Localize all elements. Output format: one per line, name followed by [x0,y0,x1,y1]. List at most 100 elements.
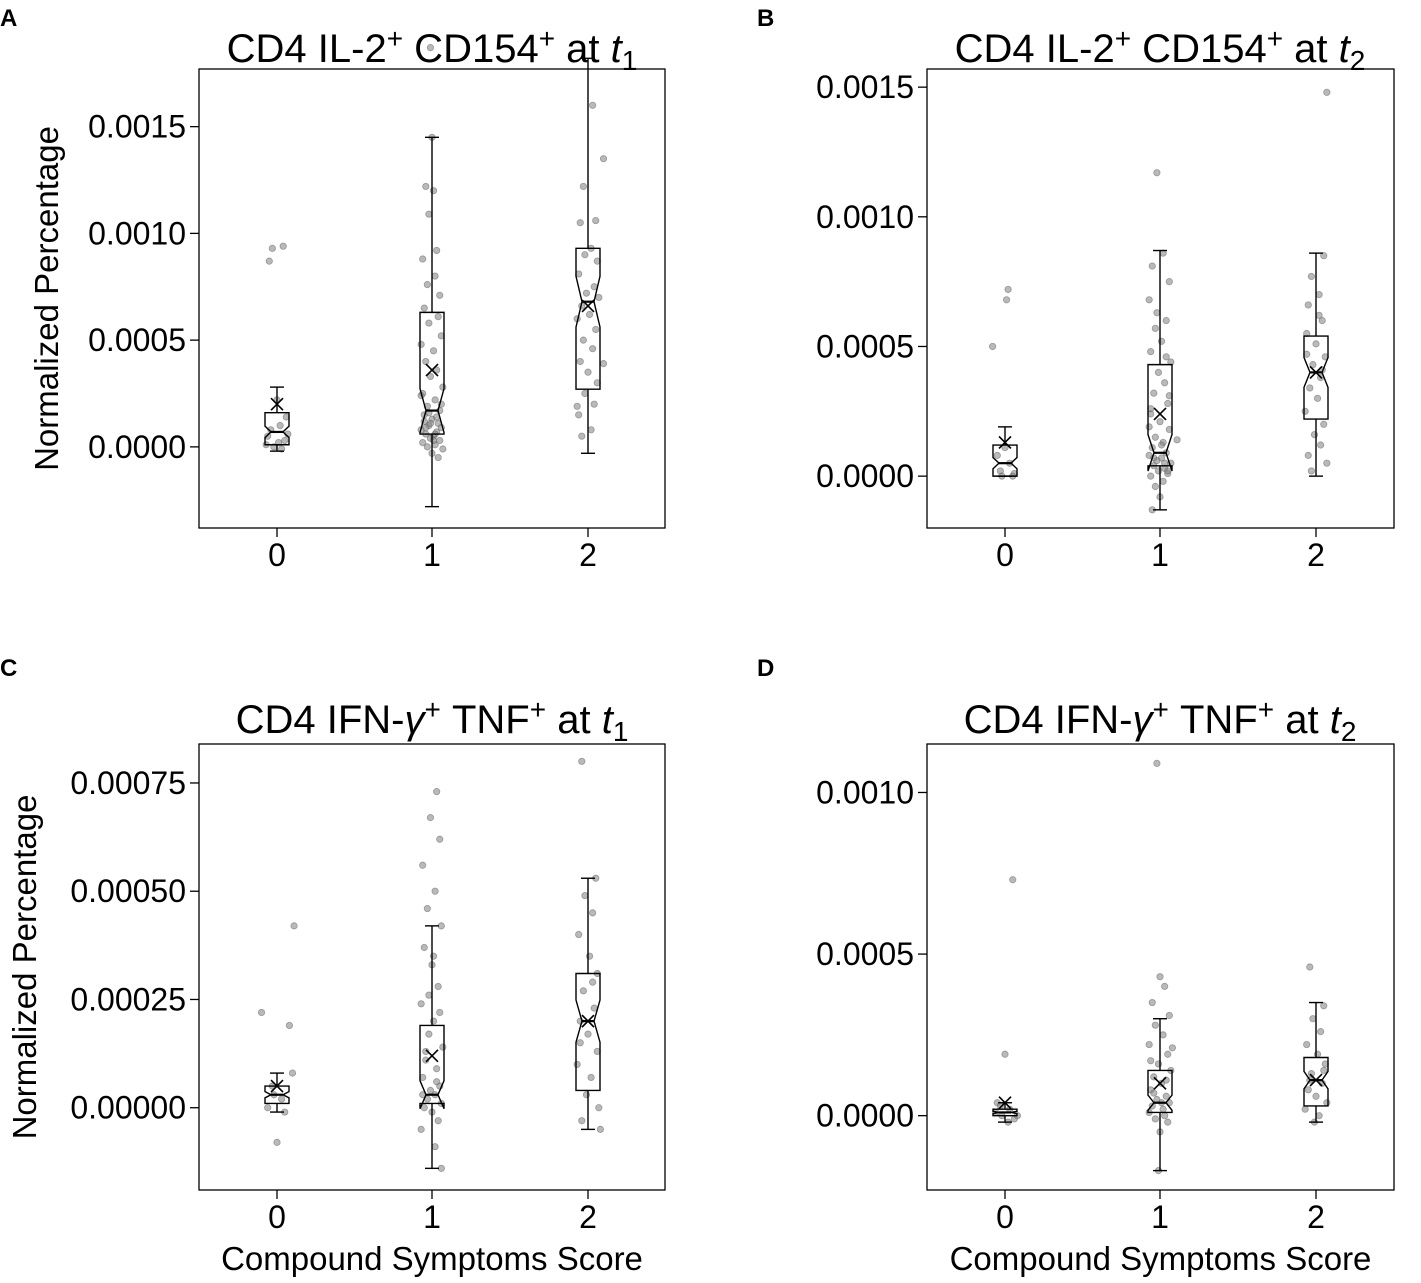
data-point [257,1008,266,1017]
data-point [589,345,597,353]
data-point [590,400,598,408]
y-tick-label: 0.0005 [816,936,914,972]
data-point [1159,477,1167,485]
title-var: t [602,698,615,742]
data-point [1147,472,1155,480]
data-point [1312,340,1320,348]
data-point [278,1095,286,1103]
chart-title: CD4 IFN-γ+ TNF+ at t1 [236,694,629,747]
data-point [426,814,435,822]
y-tick-label: 0.0010 [88,215,186,251]
data-point [420,304,428,312]
data-point [1156,418,1164,426]
mean-marker [998,1096,1012,1110]
data-point [1009,876,1017,884]
data-point [584,1030,592,1038]
data-point [419,255,427,263]
title-at: at [555,27,611,71]
data-point [1161,982,1169,990]
title-var: t [1330,698,1343,742]
data-point [439,383,447,391]
data-point [431,272,439,280]
x-tick-label: 0 [268,537,286,573]
data-point [576,1039,584,1047]
title-sup: + [425,694,441,725]
notched-box [575,972,601,1092]
data-point [1315,291,1323,299]
data-point [288,1069,297,1077]
data-point [1161,379,1169,387]
data-point [1147,1057,1155,1065]
panel-letter: C [0,655,17,682]
data-point [1317,441,1325,449]
data-point [581,891,589,900]
data-point [436,291,444,299]
data-point [592,216,600,225]
title-at: at [1274,698,1330,742]
data-point [579,182,587,191]
title-sup: + [1115,23,1131,54]
mean-marker [581,1014,595,1028]
data-point [417,1000,425,1008]
notched-box [1147,363,1173,472]
plot-frame [198,68,666,529]
title-mid: CD154 [403,27,539,71]
title-sup: + [539,23,555,54]
data-point [431,396,439,404]
data-point [582,289,591,297]
y-axis-label: Normalized Percentage [28,126,65,471]
plot-frame [198,743,666,1191]
data-point [1004,285,1012,294]
mean-marker [998,435,1012,449]
data-point [1309,1015,1317,1023]
y-tick-label: 0.0010 [816,199,914,235]
x-tick-label: 0 [996,1199,1014,1235]
data-point [434,982,442,991]
data-point [592,325,600,334]
mean-marker [1153,407,1167,421]
data-point [431,1143,439,1151]
x-axis-label: Compound Symptoms Score [950,1240,1372,1277]
notched-box [419,1024,445,1110]
data-point [1323,88,1331,96]
notched-box [1303,335,1329,420]
data-point [587,426,595,434]
title-main: CD4 IFN- [964,698,1133,742]
x-tick-label: 0 [268,1199,286,1235]
y-tick-label: 0.0005 [88,322,186,358]
data-point [1317,1028,1325,1036]
title-mid: TNF [1169,698,1258,742]
title-at: at [1283,27,1339,71]
notched-box [1303,1056,1329,1107]
data-point [1313,394,1322,402]
title-greek: γ [405,698,427,742]
data-point [417,340,425,348]
notched-box [419,311,445,435]
title-main: CD4 IL-2 [955,27,1115,71]
mean-marker [581,299,595,313]
title-main: CD4 IFN- [236,698,405,742]
data-point [585,310,594,319]
data-point [1173,436,1181,444]
data-point [1157,441,1166,449]
data-point [1164,1118,1172,1126]
data-point [1320,252,1328,260]
data-point [1148,262,1156,270]
data-point [575,411,583,419]
y-tick-label: 0.00050 [70,873,186,909]
data-point [1159,1031,1167,1039]
y-tick-label: 0.0000 [816,458,914,494]
data-point [419,439,427,447]
data-point [1162,316,1170,325]
data-point [1301,1105,1309,1113]
data-point [573,1060,581,1069]
mean-marker [1309,365,1323,379]
title-sup: + [1258,694,1274,725]
x-tick-label: 2 [579,1199,597,1235]
data-point [425,991,433,999]
data-point [1303,1040,1311,1049]
data-point [1159,1105,1167,1113]
